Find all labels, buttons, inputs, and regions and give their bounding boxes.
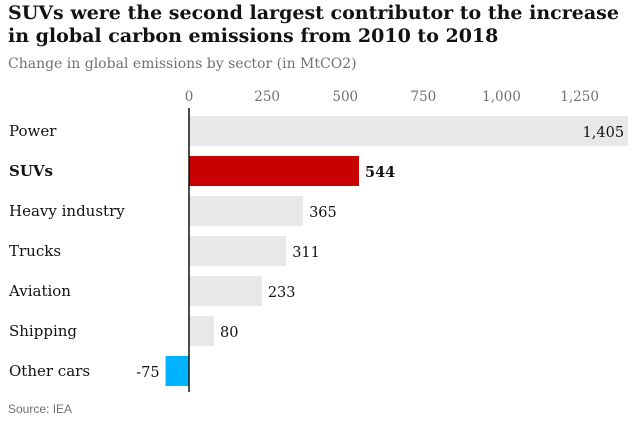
category-label: SUVs xyxy=(9,162,53,180)
bar-chart: 0 250 500 750 1,000 1,250 Power 1,405 SUVs 544 Hea… xyxy=(8,89,629,392)
category-label: Heavy industry xyxy=(9,202,125,220)
chart-subtitle: Change in global emissions by sector (in… xyxy=(8,56,357,72)
x-tick-label: 250 xyxy=(254,89,280,105)
chart-source: Source: IEA xyxy=(8,402,73,416)
category-label: Trucks xyxy=(9,242,61,260)
bar-suvs xyxy=(189,156,359,186)
x-tick-label: 1,250 xyxy=(560,89,599,105)
bar-shipping xyxy=(189,316,214,346)
category-label: Power xyxy=(9,122,57,140)
x-tick-label: 500 xyxy=(332,89,358,105)
bar-aviation xyxy=(189,276,262,306)
x-tick-label: 0 xyxy=(185,89,194,105)
value-label: 365 xyxy=(309,205,337,221)
value-label: 544 xyxy=(365,164,395,181)
value-label: 80 xyxy=(220,325,238,341)
x-tick-label: 750 xyxy=(410,89,436,105)
value-label: -75 xyxy=(136,365,159,381)
value-label: 311 xyxy=(292,245,320,261)
bar-heavy-industry xyxy=(189,196,304,226)
bar-other-cars xyxy=(165,356,189,386)
x-tick-label: 1,000 xyxy=(482,89,521,105)
bar-trucks xyxy=(189,236,287,266)
bar-power xyxy=(189,116,629,146)
category-label: Aviation xyxy=(8,282,71,300)
value-label: 233 xyxy=(268,285,296,301)
chart-title: SUVs were the second largest contributor… xyxy=(8,2,619,47)
category-label: Shipping xyxy=(9,322,77,340)
value-label: 1,405 xyxy=(583,125,625,141)
category-label: Other cars xyxy=(9,362,90,380)
